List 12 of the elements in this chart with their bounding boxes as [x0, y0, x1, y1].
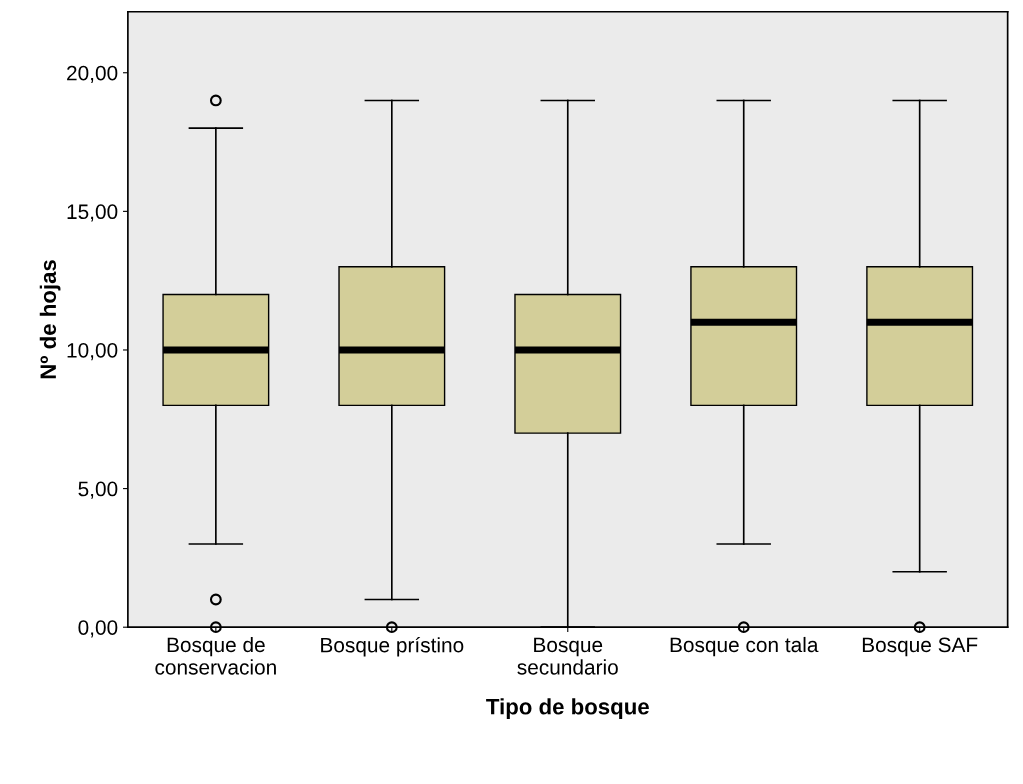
x-tick-label: Bosque de conservacion [155, 636, 276, 675]
x-tick-label: Bosque SAF [862, 637, 978, 657]
x-tick-label: Bosque con tala [670, 636, 819, 657]
y-tick-label: 20,00 [67, 65, 118, 83]
x-tick-label: Bosque prístino [321, 636, 464, 657]
x-axis-title: Tipo de bosque [486, 698, 649, 719]
y-tick-label: 10,00 [67, 342, 118, 361]
y-tick-label: 5,00 [78, 481, 118, 499]
y-tick-label: 0,00 [78, 620, 118, 638]
y-axis-title: Nº de hojas [39, 260, 61, 379]
x-tick-label: Bosque secundario [517, 637, 618, 675]
y-tick-label: 15,00 [67, 204, 118, 222]
